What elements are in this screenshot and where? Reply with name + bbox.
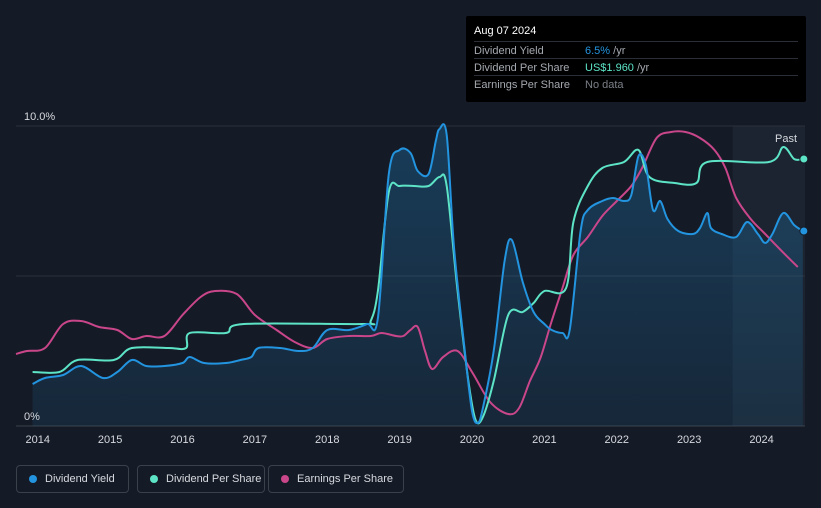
- legend-item-earnings-per-share[interactable]: Earnings Per Share: [268, 465, 404, 493]
- x-tick-label: 2020: [460, 434, 484, 446]
- legend-item-dividend-yield[interactable]: Dividend Yield: [16, 465, 129, 493]
- tooltip-row-dividend-per-share: Dividend Per Share US$1.960 /yr: [474, 58, 798, 76]
- series-areas: [32, 124, 803, 427]
- legend-label: Dividend Per Share: [166, 473, 262, 485]
- tooltip-date: Aug 07 2024: [474, 25, 537, 37]
- dividend-yield-line: [32, 123, 804, 425]
- tooltip-value: 6.5% /yr: [585, 45, 626, 57]
- x-tick-label: 2015: [98, 434, 122, 446]
- series-end-markers: [799, 154, 809, 236]
- earnings-per-share-line: [15, 130, 799, 416]
- x-tick-label: 2021: [532, 434, 556, 446]
- series-lines: [15, 123, 804, 425]
- x-tick-label: 2019: [387, 434, 411, 446]
- x-tick-label: 2014: [25, 434, 49, 446]
- tooltip-label: Dividend Yield: [474, 45, 544, 57]
- y-axis-ticks: 10.0% 0%: [24, 111, 55, 423]
- y-tick-label: 10.0%: [24, 111, 55, 123]
- legend-item-dividend-per-share[interactable]: Dividend Per Share: [137, 465, 265, 493]
- y-tick-label: 0%: [24, 411, 40, 423]
- x-tick-label: 2018: [315, 434, 339, 446]
- legend-dot-icon: [281, 475, 289, 483]
- x-tick-label: 2017: [243, 434, 267, 446]
- x-tick-label: 2023: [677, 434, 701, 446]
- tooltip-row-dividend-yield: Dividend Yield 6.5% /yr: [474, 41, 798, 59]
- legend-dot-icon: [150, 475, 158, 483]
- series-end-dot: [799, 154, 809, 164]
- legend-dot-icon: [29, 475, 37, 483]
- legend-label: Dividend Yield: [45, 473, 115, 485]
- tooltip-label: Earnings Per Share: [474, 79, 570, 91]
- tooltip-value: No data: [585, 79, 624, 91]
- tooltip-value: US$1.960 /yr: [585, 62, 650, 74]
- x-tick-label: 2016: [170, 434, 194, 446]
- x-axis-ticks: 2014 2015 2016 2017 2018 2019 2020 2021 2022 2023…: [25, 434, 773, 446]
- tooltip-row-earnings-per-share: Earnings Per Share No data: [474, 75, 798, 93]
- legend-label: Earnings Per Share: [297, 473, 393, 485]
- x-tick-label: 2022: [605, 434, 629, 446]
- series-end-dot: [799, 226, 809, 236]
- x-tick-label: 2024: [749, 434, 773, 446]
- dividend-yield-area: [32, 124, 803, 427]
- tooltip-label: Dividend Per Share: [474, 62, 570, 74]
- past-label: Past: [775, 133, 797, 145]
- hover-tooltip: Aug 07 2024 Dividend Yield 6.5% /yr Divi…: [466, 16, 806, 102]
